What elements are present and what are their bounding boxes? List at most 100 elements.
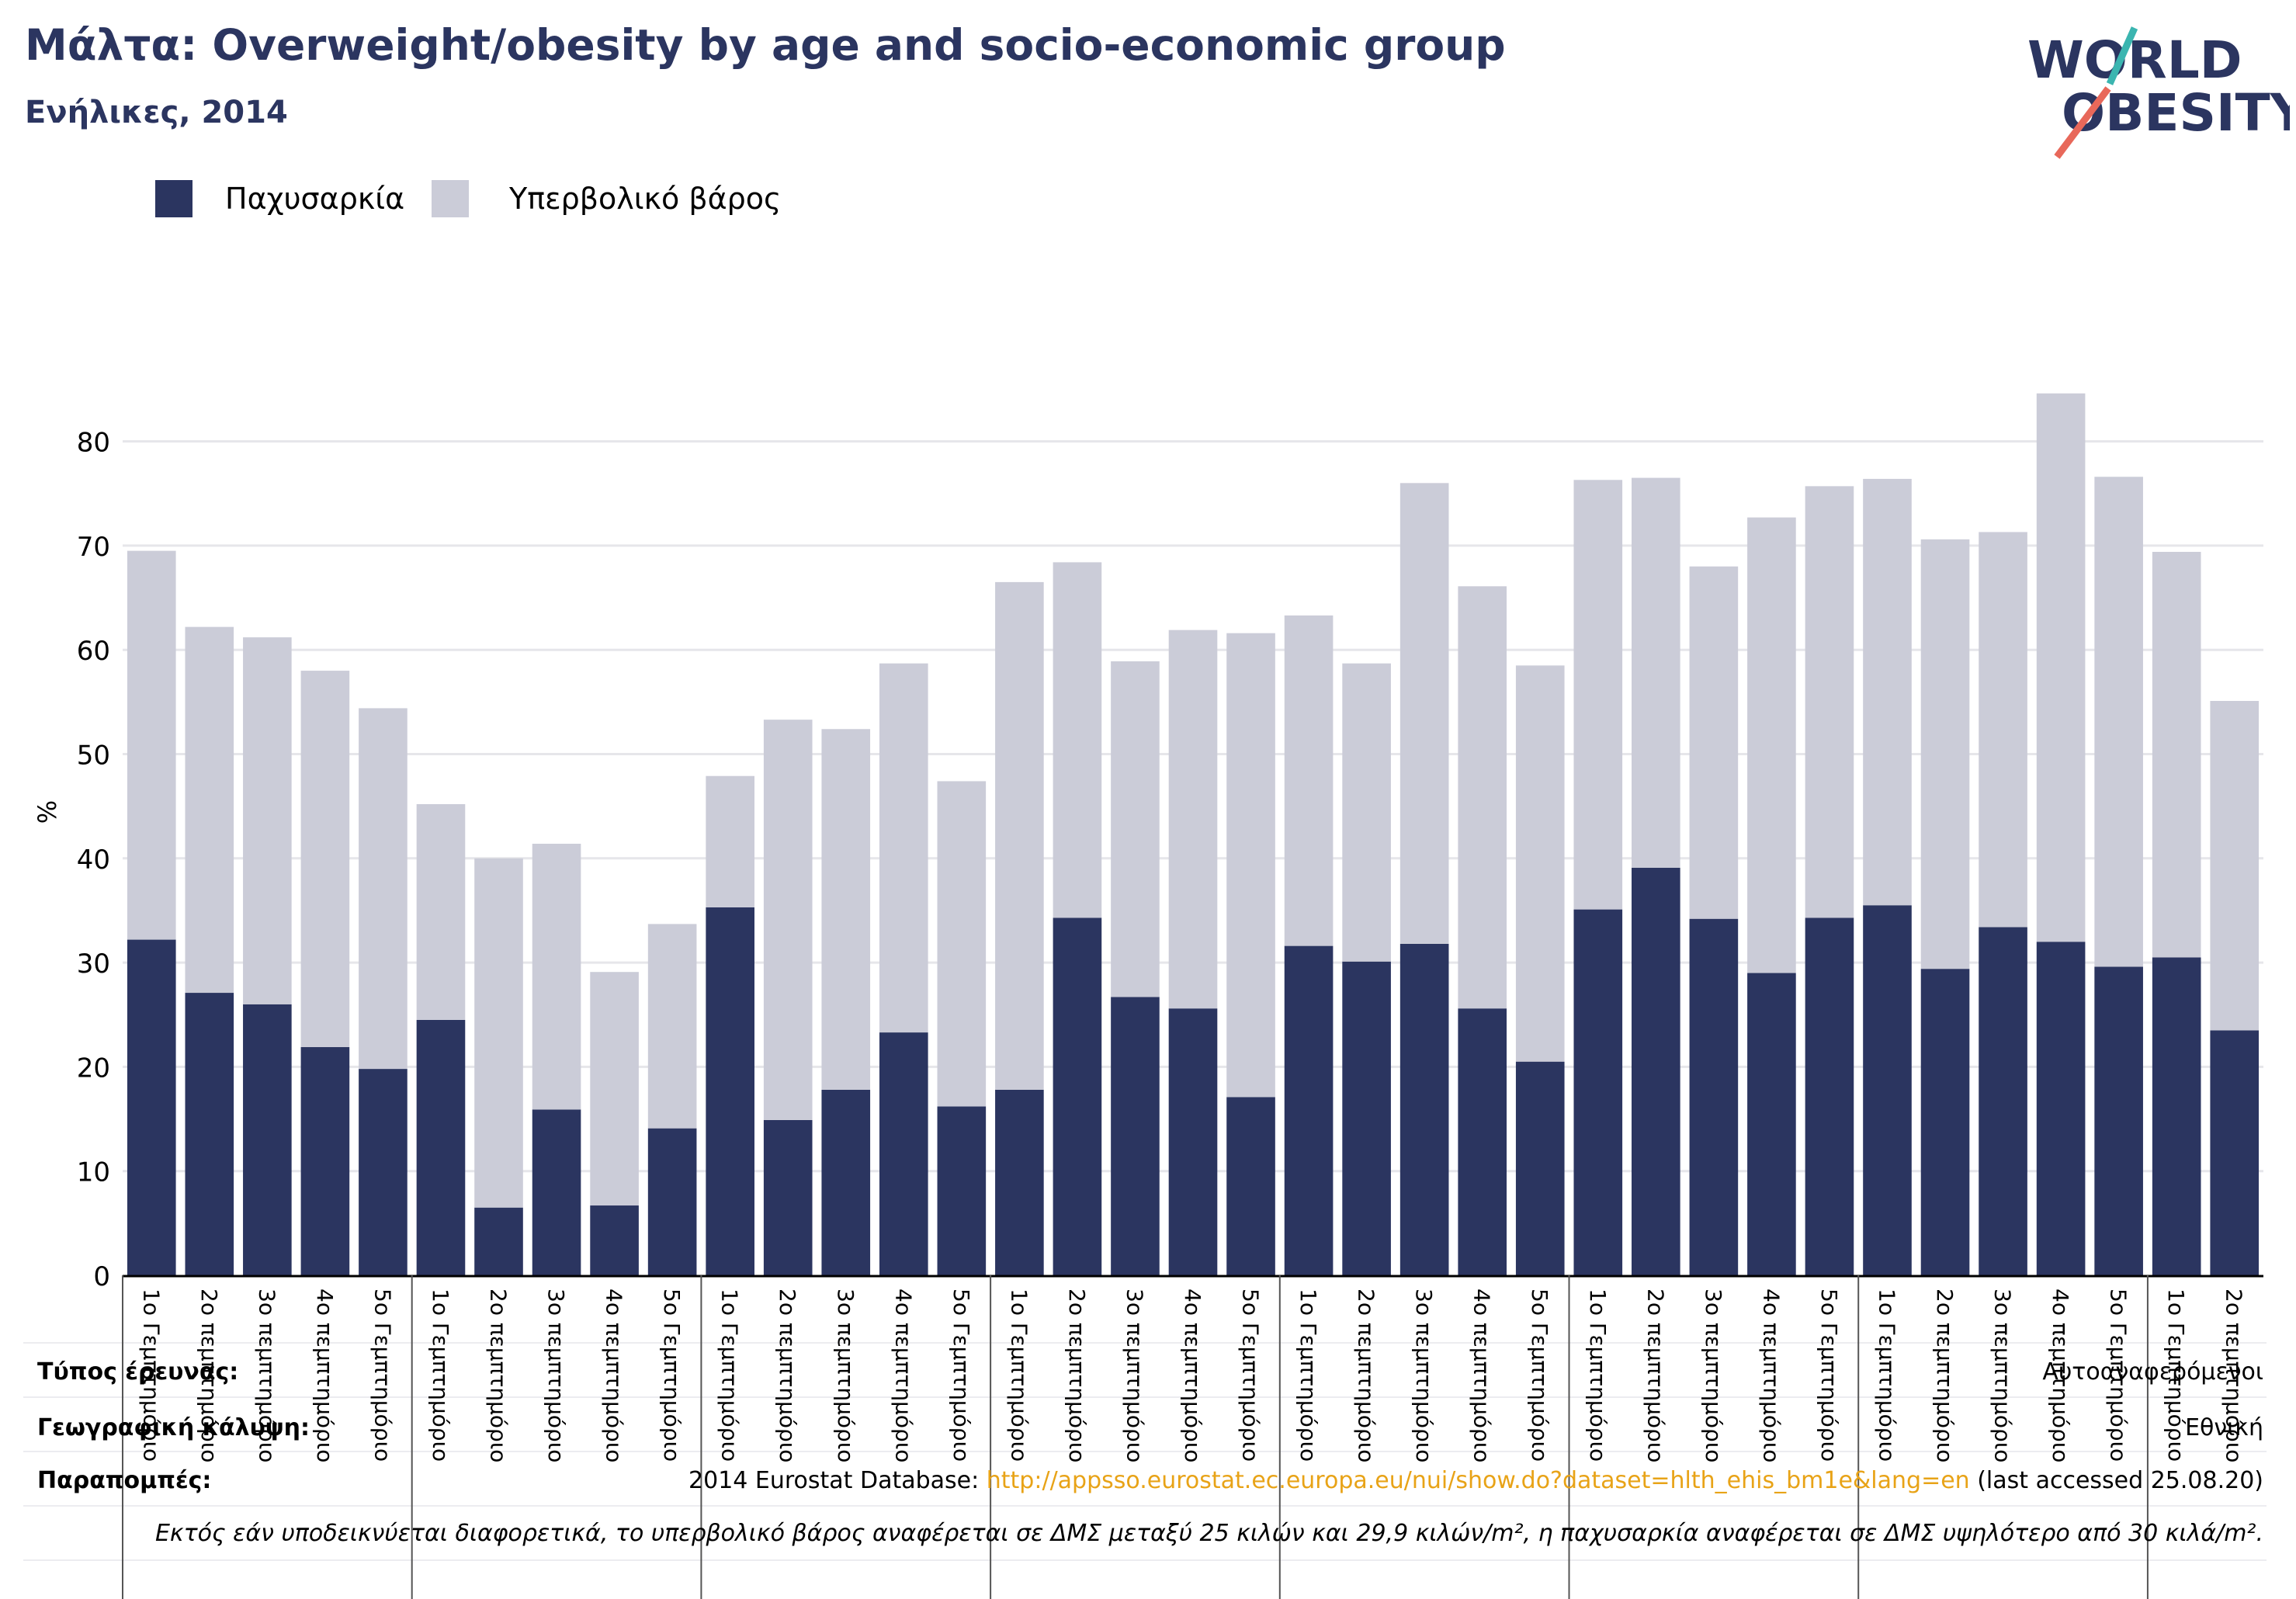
bar-obesity: [2210, 1030, 2260, 1275]
x-tick-label: 5ο Γεμπτημόριο: [1238, 1289, 1264, 1462]
bar-obesity: [416, 1019, 466, 1275]
bar-obesity: [1284, 945, 1334, 1275]
x-tick-label: 1ο Γεμπτημόριο: [1585, 1289, 1611, 1462]
legend-item-overweight: Υπερβολικό βάρος: [432, 179, 781, 219]
bar-obesity: [2094, 966, 2143, 1275]
bar-overweight: [2210, 701, 2260, 1031]
bar-overweight: [243, 637, 292, 1004]
x-tick-label: 3ο πεμπτημόριο: [833, 1289, 858, 1462]
survey-type-label: Τύπος έρευνας:: [37, 1358, 239, 1386]
footer-lines: [23, 1275, 2267, 1599]
bar-overweight: [1689, 566, 1739, 919]
x-tick-label: 5ο Γεμπτημόριο: [659, 1289, 685, 1462]
axes: 0 10 20 30 40 50 60 70 80: [77, 428, 2263, 1292]
y-tick-label: 50: [77, 741, 110, 772]
bar-obesity: [1226, 1097, 1275, 1275]
bar-overweight: [763, 720, 813, 1120]
x-tick-label: 1ο Γεμπτημόριο: [1006, 1289, 1032, 1462]
bar-obesity: [127, 939, 176, 1275]
logo-slash-coral: [2054, 86, 2111, 159]
x-tick-label: 4ο πεμπτημόριο: [1469, 1289, 1495, 1462]
coverage-value: Εθνική: [2185, 1414, 2263, 1441]
bar-obesity: [1515, 1061, 1565, 1275]
x-tick-label: 4ο πεμπτημόριο: [2048, 1289, 2073, 1462]
x-tick-label: 2ο πεμπτημόριο: [1932, 1289, 1958, 1462]
bar-overweight: [1863, 478, 1912, 906]
x-tick-label: 2ο πεμπτημόριο: [1354, 1289, 1379, 1462]
x-tick-label: 3ο πεμπτημόριο: [254, 1289, 279, 1462]
bar-overweight: [1515, 665, 1565, 1062]
legend-swatch-overweight: [432, 180, 469, 217]
bar-overweight: [1111, 661, 1160, 997]
y-tick-label: 40: [77, 845, 110, 876]
legend-swatch-obesity: [155, 180, 192, 217]
bar-obesity: [1632, 867, 1680, 1275]
x-tick-label: 4ο πεμπτημόριο: [890, 1289, 916, 1462]
bar-obesity: [1111, 997, 1160, 1275]
logo-text-line1: WORLD: [2027, 30, 2242, 90]
survey-type-value: Αυτοαναφερόμενοι: [2042, 1358, 2263, 1386]
y-tick-label: 60: [77, 636, 110, 667]
x-tick-label: 1ο Γεμπτημόριο: [717, 1289, 743, 1462]
bar-overweight: [416, 803, 466, 1020]
bar-overweight: [1573, 480, 1623, 910]
chart-title: Μάλτα: Overweight/obesity by age and soc…: [25, 20, 1506, 70]
y-tick-label: 80: [77, 428, 110, 459]
bar-overweight: [474, 858, 523, 1208]
x-tick-label: 1ο Γεμπτημόριο: [428, 1289, 453, 1462]
legend-label-overweight: Υπερβολικό βάρος: [509, 182, 782, 216]
bar-obesity: [995, 1089, 1044, 1275]
bar-overweight: [1920, 539, 1970, 969]
x-tick-label: 2ο πεμπτημόριο: [775, 1289, 800, 1462]
x-tick-label: 5ο Γεμπτημόριο: [369, 1289, 395, 1462]
y-tick-label: 70: [77, 532, 110, 563]
bar-obesity: [647, 1128, 697, 1275]
bar-overweight: [1805, 486, 1854, 918]
bar-overweight: [1632, 477, 1680, 868]
bar-obesity: [1168, 1008, 1218, 1275]
bar-obesity: [1863, 905, 1912, 1275]
bar-obesity: [879, 1032, 928, 1275]
references-suffix: (last accessed 25.08.20): [1969, 1467, 2263, 1494]
x-tick-label: 5ο Γεμπτημόριο: [949, 1289, 974, 1462]
bar-overweight: [532, 843, 581, 1110]
x-tick-label: 2ο πεμπτημόριο: [486, 1289, 512, 1462]
bar-obesity: [1342, 961, 1391, 1275]
logo-slash-teal: [2106, 26, 2138, 85]
x-tick-label: 2ο πεμπτημόριο: [2221, 1289, 2247, 1462]
bar-obesity: [1979, 927, 2027, 1275]
bar-overweight: [127, 550, 176, 940]
bar-obesity: [1053, 917, 1102, 1275]
bar-overweight: [590, 972, 639, 1206]
y-tick-label: 10: [77, 1157, 110, 1188]
bar-overweight: [1284, 615, 1334, 946]
x-tick-label: 2ο πεμπτημόριο: [196, 1289, 222, 1462]
x-tick-label: 3ο πεμπτημόριο: [1990, 1289, 2016, 1462]
bar-overweight: [706, 775, 754, 907]
bar-overweight: [879, 663, 928, 1033]
bar-obesity: [474, 1207, 523, 1275]
bar-overweight: [2152, 551, 2201, 958]
references-prefix: 2014 Eurostat Database:: [688, 1467, 987, 1494]
bar-overweight: [647, 924, 697, 1129]
references-link[interactable]: http://appsso.eurostat.ec.europa.eu/nui/…: [986, 1467, 1970, 1494]
bar-overweight: [995, 581, 1044, 1090]
x-tick-label: 3ο πεμπτημόριο: [1701, 1289, 1726, 1462]
bar-overweight: [2094, 477, 2143, 967]
x-tick-label: 5ο Γεμπτημόριο: [1527, 1289, 1552, 1462]
bar-obesity: [300, 1046, 350, 1275]
bar-overweight: [1399, 483, 1449, 944]
bar-overweight: [1458, 586, 1507, 1009]
bar-overweight: [2036, 393, 2086, 942]
bar-obesity: [1399, 943, 1449, 1275]
bar-overweight: [937, 781, 987, 1107]
bars: [127, 393, 2260, 1275]
bar-overweight: [1053, 562, 1102, 918]
bar-obesity: [1747, 973, 1796, 1275]
chart-subtitle: Ενήλικες, 2014: [25, 95, 288, 130]
x-tick-label: 2ο πεμπτημόριο: [1064, 1289, 1090, 1462]
x-tick-label: 4ο πεμπτημόριο: [1758, 1289, 1784, 1462]
x-tick-labels: 1ο Γεμπτημόριο 2ο πεμπτημόριο 3ο πεμπτημόρ…: [138, 1289, 2246, 1462]
x-tick-label: 3ο πεμπτημόριο: [1122, 1289, 1147, 1462]
